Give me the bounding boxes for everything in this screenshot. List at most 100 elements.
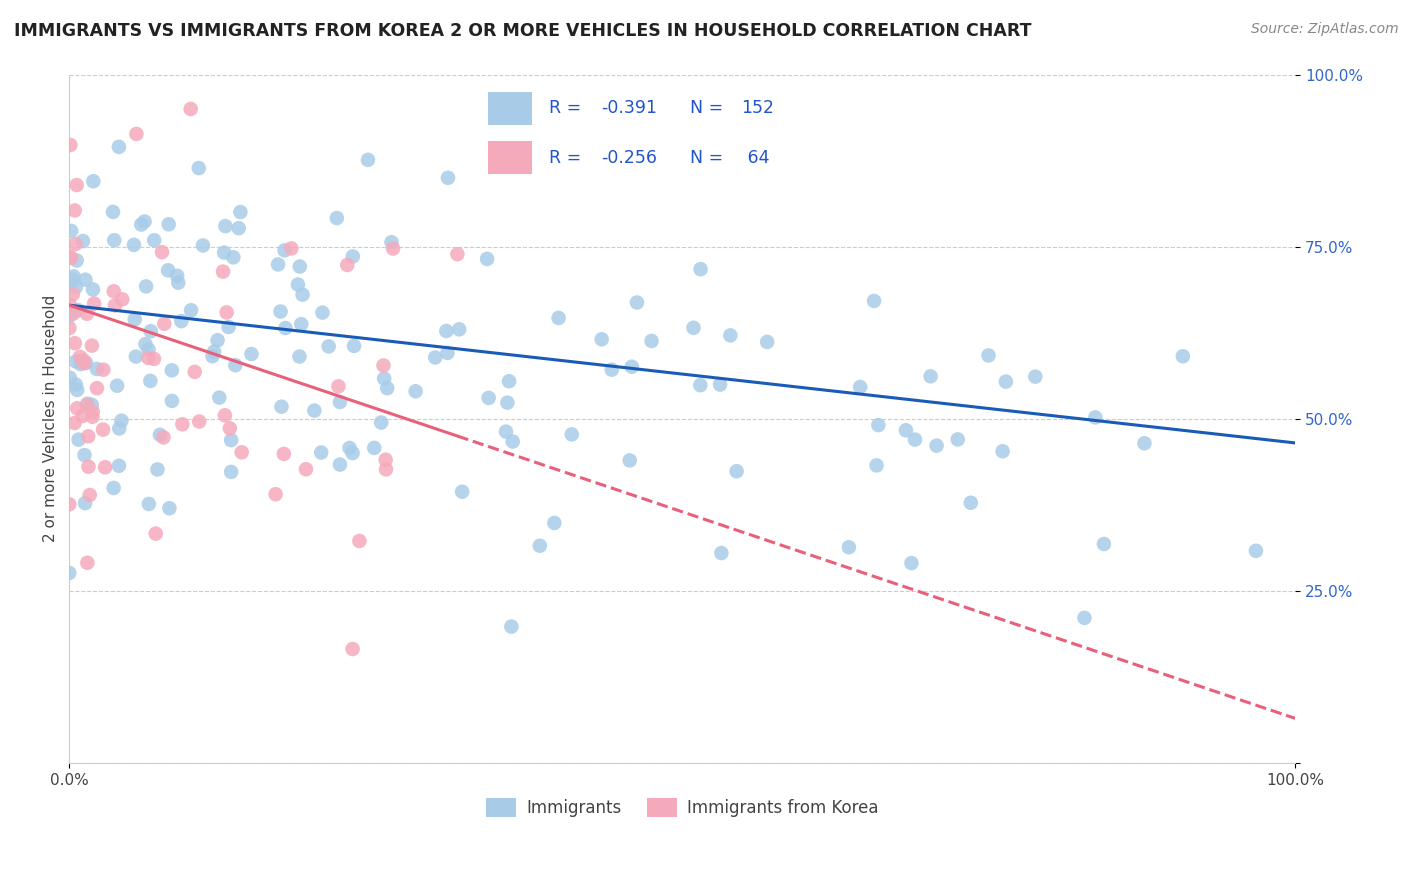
Point	[475, 252, 498, 266]
Point	[270, 400, 292, 414]
Legend: Immigrants, Immigrants from Korea: Immigrants, Immigrants from Korea	[479, 791, 884, 823]
Point	[449, 322, 471, 336]
Point	[150, 245, 173, 260]
Point	[67, 433, 90, 447]
Point	[591, 332, 613, 346]
Point	[77, 459, 100, 474]
Point	[122, 238, 145, 252]
Point	[273, 447, 295, 461]
Point	[451, 484, 474, 499]
Point	[336, 258, 359, 272]
Point	[157, 501, 180, 516]
Point	[65, 354, 87, 368]
Point	[1244, 543, 1267, 558]
Point	[373, 371, 395, 385]
Point	[288, 350, 311, 364]
Point	[65, 237, 87, 252]
Point	[59, 370, 82, 384]
Point	[838, 541, 860, 555]
Point	[108, 140, 131, 154]
Point	[342, 642, 364, 657]
Point	[865, 458, 887, 473]
Point	[72, 353, 94, 368]
Point	[139, 324, 162, 338]
Point	[188, 415, 211, 429]
Point	[375, 462, 398, 476]
Point	[311, 305, 333, 319]
Point	[73, 496, 96, 510]
Point	[76, 556, 98, 570]
Point	[60, 251, 83, 265]
Y-axis label: 2 or more Vehicles in Household: 2 or more Vehicles in Household	[44, 295, 58, 542]
Point	[69, 357, 91, 371]
Point	[60, 224, 83, 238]
Point	[83, 296, 105, 310]
Point	[1073, 611, 1095, 625]
Point	[58, 321, 80, 335]
Point	[184, 365, 207, 379]
Text: IMMIGRANTS VS IMMIGRANTS FROM KOREA 2 OR MORE VEHICLES IN HOUSEHOLD CORRELATION : IMMIGRANTS VS IMMIGRANTS FROM KOREA 2 OR…	[14, 22, 1032, 40]
Point	[288, 260, 311, 274]
Point	[329, 395, 352, 409]
Point	[501, 619, 523, 633]
Point	[328, 379, 350, 393]
Point	[434, 324, 457, 338]
Point	[496, 395, 519, 409]
Point	[93, 362, 115, 376]
Point	[63, 203, 86, 218]
Point	[373, 359, 395, 373]
Point	[108, 458, 131, 473]
Point	[79, 488, 101, 502]
Point	[62, 273, 84, 287]
Point	[619, 453, 641, 467]
Point	[125, 127, 148, 141]
Point	[626, 295, 648, 310]
Point	[66, 253, 89, 268]
Point	[214, 409, 236, 423]
Point	[529, 539, 551, 553]
Point	[63, 336, 86, 351]
Point	[342, 250, 364, 264]
Point	[202, 344, 225, 359]
Point	[224, 358, 246, 372]
Text: Source: ZipAtlas.com: Source: ZipAtlas.com	[1251, 22, 1399, 37]
Point	[295, 462, 318, 476]
Point	[291, 287, 314, 301]
Point	[180, 102, 202, 116]
Point	[543, 516, 565, 530]
Point	[349, 533, 371, 548]
Point	[67, 303, 90, 318]
Point	[66, 401, 89, 416]
Point	[160, 393, 183, 408]
Point	[219, 433, 242, 447]
Point	[103, 481, 125, 495]
Point	[498, 374, 520, 388]
Point	[229, 205, 252, 219]
Point	[925, 439, 948, 453]
Point	[167, 276, 190, 290]
Point	[103, 233, 125, 247]
Point	[76, 398, 98, 412]
Point	[104, 298, 127, 312]
Point	[58, 497, 80, 511]
Point	[849, 380, 872, 394]
Point	[502, 434, 524, 449]
Point	[65, 377, 87, 392]
Point	[212, 245, 235, 260]
Point	[689, 262, 711, 277]
Point	[207, 333, 229, 347]
Point	[280, 241, 302, 255]
Point	[342, 446, 364, 460]
Point	[1171, 349, 1194, 363]
Point	[69, 350, 91, 364]
Point	[218, 421, 240, 435]
Point	[149, 427, 172, 442]
Point	[304, 403, 326, 417]
Point	[437, 170, 460, 185]
Point	[446, 247, 468, 261]
Point	[108, 421, 131, 435]
Point	[157, 217, 180, 231]
Point	[76, 397, 98, 411]
Point	[478, 391, 501, 405]
Point	[72, 234, 94, 248]
